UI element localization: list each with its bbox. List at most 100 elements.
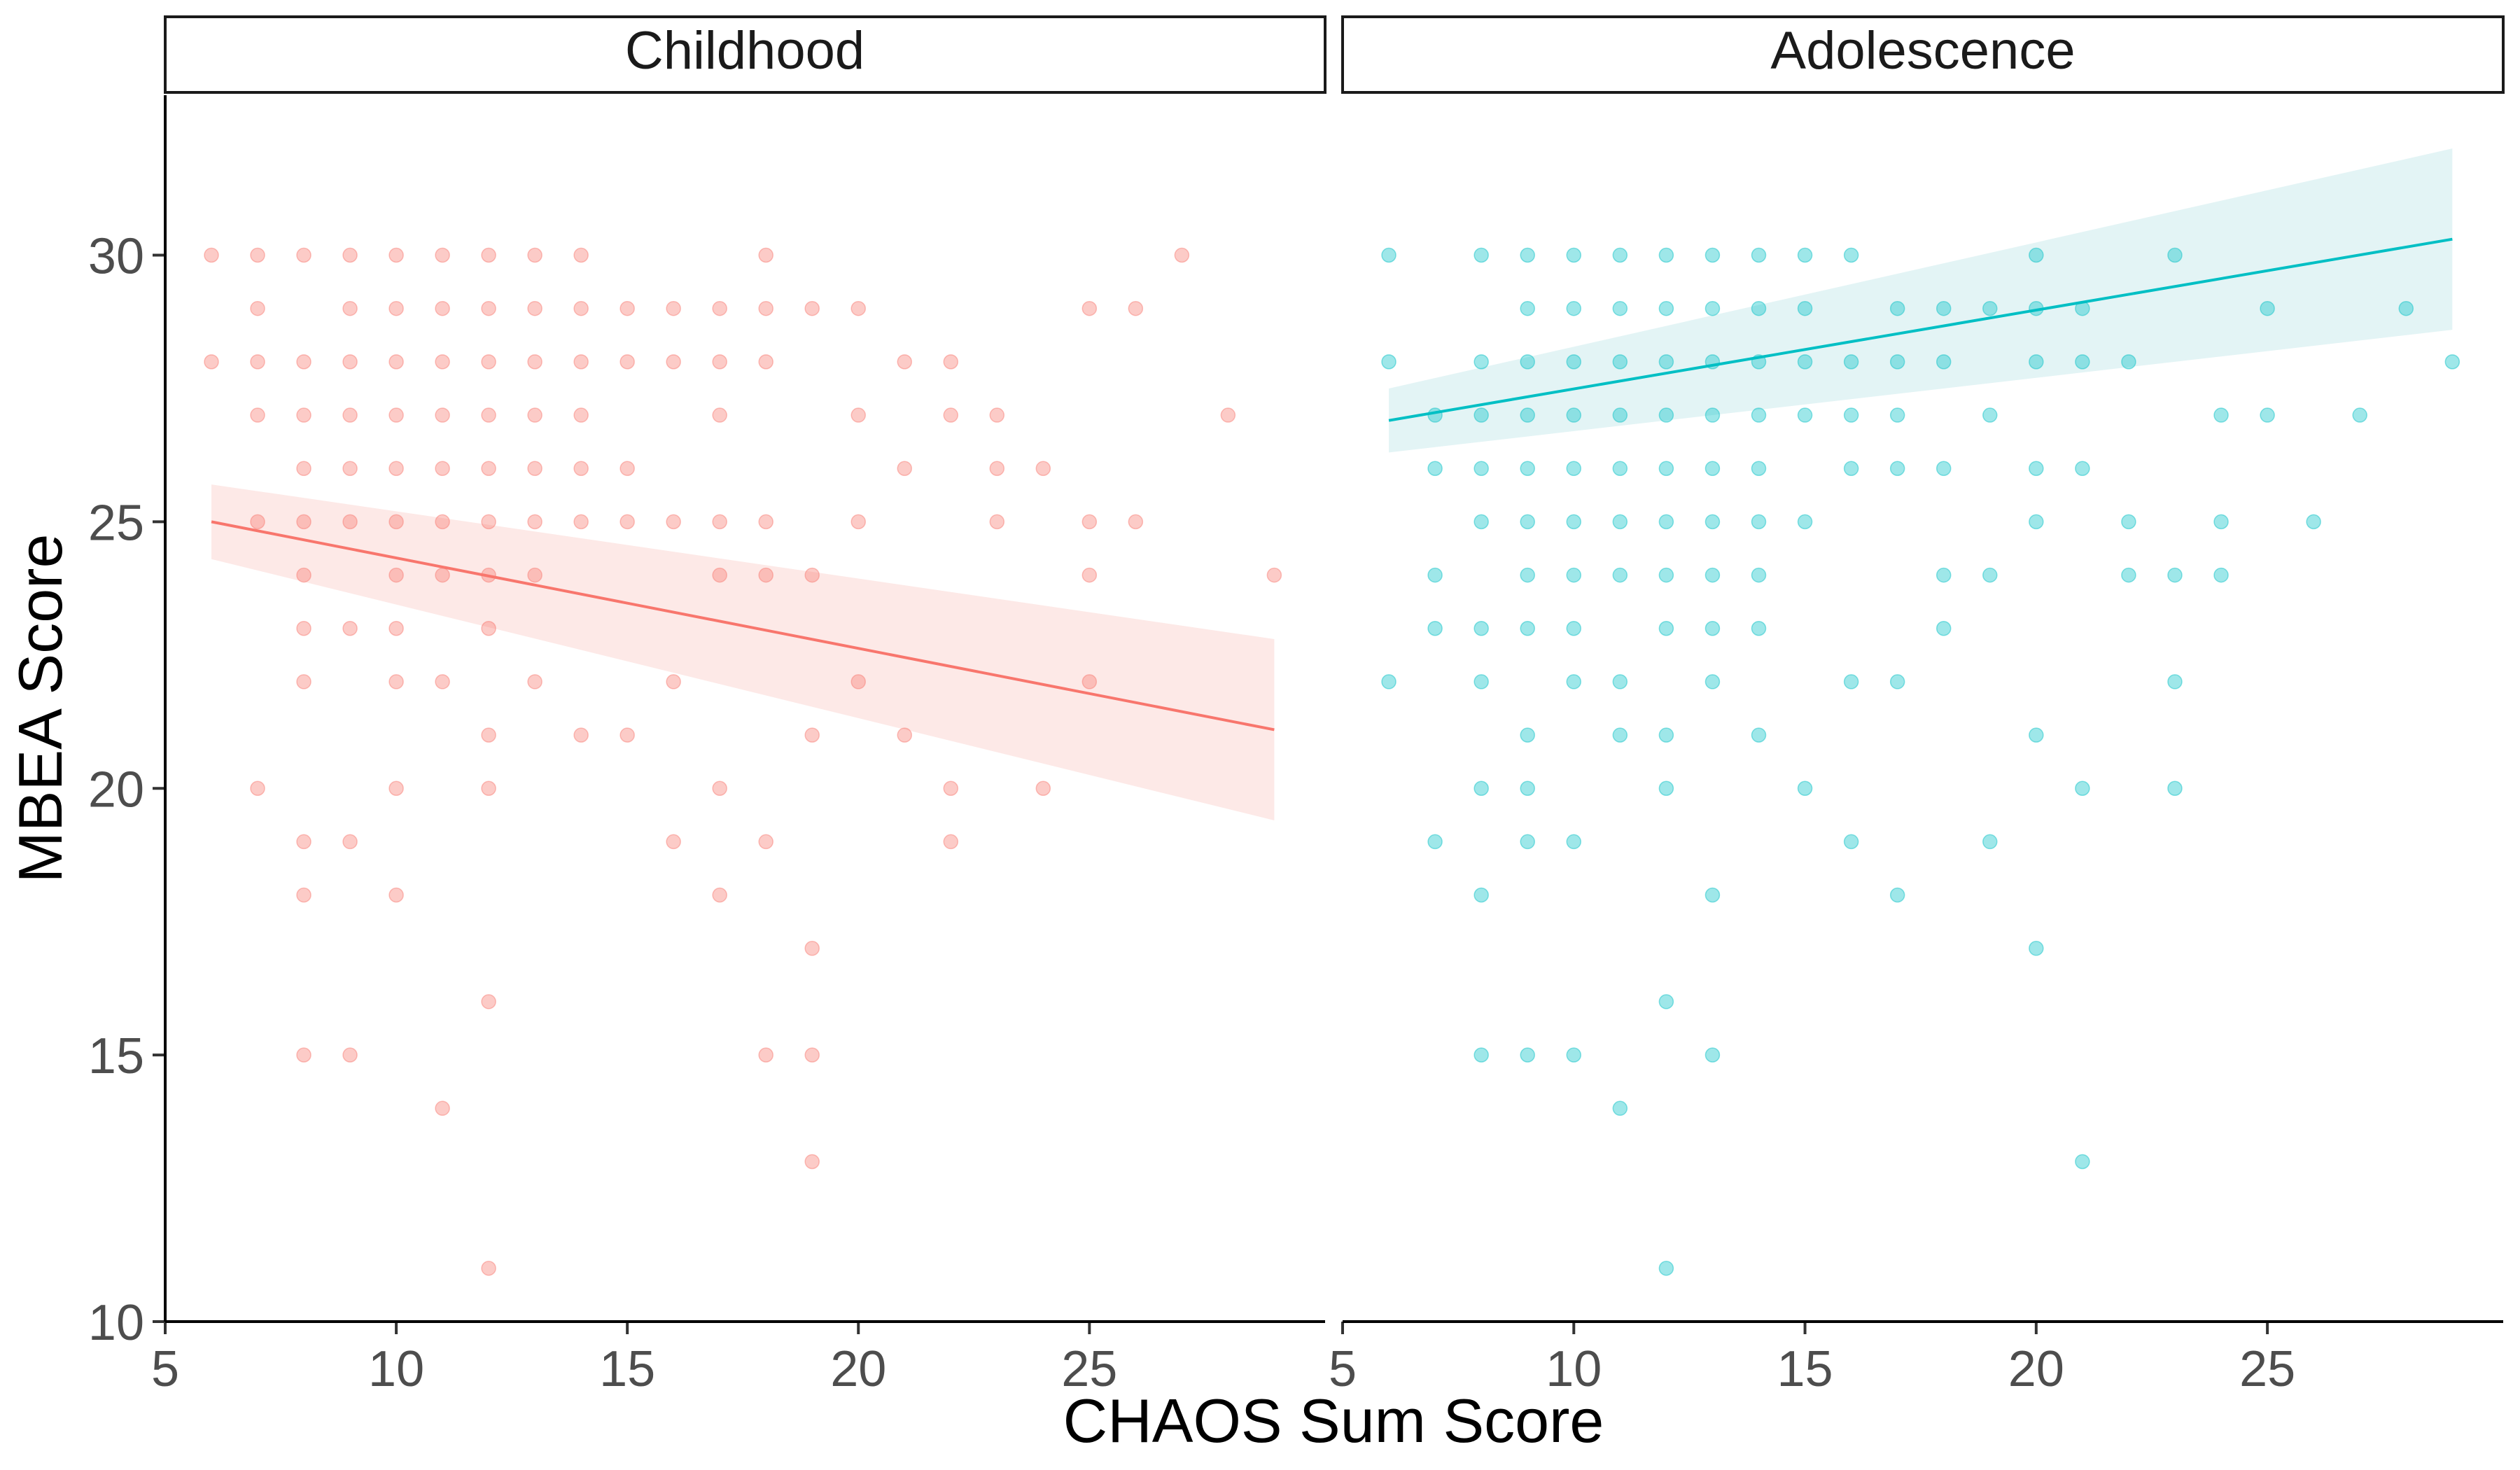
data-point — [1843, 247, 1859, 263]
y-tick-label: 10 — [88, 1295, 144, 1351]
data-point — [1520, 780, 1535, 797]
data-point — [527, 674, 542, 690]
data-point — [1889, 300, 1905, 316]
data-point — [573, 727, 589, 743]
data-point — [573, 300, 589, 316]
data-point — [1520, 300, 1535, 316]
data-point — [1658, 354, 1674, 370]
data-point — [1566, 834, 1582, 850]
data-point — [2444, 354, 2460, 370]
data-point — [1704, 300, 1721, 316]
data-point — [1612, 674, 1628, 690]
data-point — [204, 247, 219, 263]
x-tick-label: 15 — [599, 1341, 655, 1397]
data-point — [1658, 461, 1674, 476]
regression-line — [1388, 237, 2453, 422]
data-point — [1889, 461, 1905, 476]
data-point — [342, 300, 358, 316]
data-point — [388, 514, 404, 530]
data-point — [2029, 247, 2044, 263]
data-point — [342, 514, 358, 530]
data-point — [1082, 514, 1098, 530]
data-point — [2352, 407, 2367, 423]
data-point — [620, 514, 635, 530]
data-point — [1427, 461, 1443, 476]
data-point — [1082, 300, 1098, 316]
data-point — [804, 300, 820, 316]
data-point — [1935, 461, 1952, 476]
data-point — [2167, 674, 2183, 690]
data-point — [1658, 727, 1674, 743]
data-point — [1566, 674, 1582, 690]
data-point — [2029, 461, 2044, 476]
data-point — [1520, 1047, 1535, 1063]
data-point — [2306, 514, 2321, 530]
data-point — [296, 247, 312, 263]
data-point — [1982, 407, 1998, 423]
data-point — [296, 887, 312, 903]
data-point — [1474, 1047, 1489, 1063]
data-point — [527, 514, 542, 530]
data-point — [758, 1047, 774, 1063]
data-point — [1381, 354, 1396, 370]
data-point — [1797, 514, 1813, 530]
fit-group-childhood — [211, 520, 1275, 732]
data-point — [1843, 354, 1859, 370]
data-point — [1612, 461, 1628, 476]
data-point — [712, 567, 727, 583]
data-point — [666, 354, 681, 370]
data-point — [850, 407, 866, 423]
data-point — [1612, 407, 1628, 423]
data-point — [2121, 514, 2136, 530]
data-point — [1082, 674, 1098, 690]
data-point — [388, 247, 404, 263]
data-point — [1612, 300, 1628, 316]
data-point — [1566, 567, 1582, 583]
data-point — [481, 247, 496, 263]
strip-box-adolescence — [1341, 15, 2505, 94]
data-point — [1566, 1047, 1582, 1063]
x-tick-label: 20 — [830, 1341, 886, 1397]
data-point — [2029, 941, 2044, 956]
data-point — [573, 514, 589, 530]
data-point — [527, 407, 542, 423]
data-point — [2167, 567, 2183, 583]
data-point — [388, 780, 404, 797]
data-point — [1935, 567, 1952, 583]
data-point — [342, 834, 358, 850]
data-point — [1427, 407, 1443, 423]
x-tick-label: 5 — [1329, 1341, 1357, 1397]
data-point — [1128, 514, 1144, 530]
data-point — [1381, 247, 1396, 263]
data-point — [481, 407, 496, 423]
data-point — [620, 300, 635, 316]
data-point — [481, 727, 496, 743]
data-point — [296, 1047, 312, 1063]
data-point — [250, 247, 265, 263]
data-point — [1704, 407, 1721, 423]
data-point — [1704, 461, 1721, 476]
data-point — [1427, 620, 1443, 636]
data-point — [435, 461, 450, 476]
data-point — [2167, 247, 2183, 263]
data-point — [1704, 567, 1721, 583]
x-tick-label: 10 — [368, 1341, 424, 1397]
data-point — [1843, 407, 1859, 423]
data-point — [1474, 247, 1489, 263]
x-tick-label: 10 — [1546, 1341, 1602, 1397]
data-point — [250, 780, 265, 797]
data-point — [527, 300, 542, 316]
data-point — [1082, 567, 1098, 583]
data-point — [435, 407, 450, 423]
data-point — [296, 354, 312, 370]
x-tick-label: 25 — [2239, 1341, 2295, 1397]
data-point — [1704, 620, 1721, 636]
data-point — [527, 354, 542, 370]
x-ticks-adolescence: 5 10 15 20 25 — [1329, 1322, 2295, 1397]
data-point — [804, 567, 820, 583]
data-point — [666, 300, 681, 316]
data-point — [620, 354, 635, 370]
data-point — [342, 620, 358, 636]
x-tick-label: 20 — [2008, 1341, 2064, 1397]
data-point — [1266, 567, 1282, 583]
